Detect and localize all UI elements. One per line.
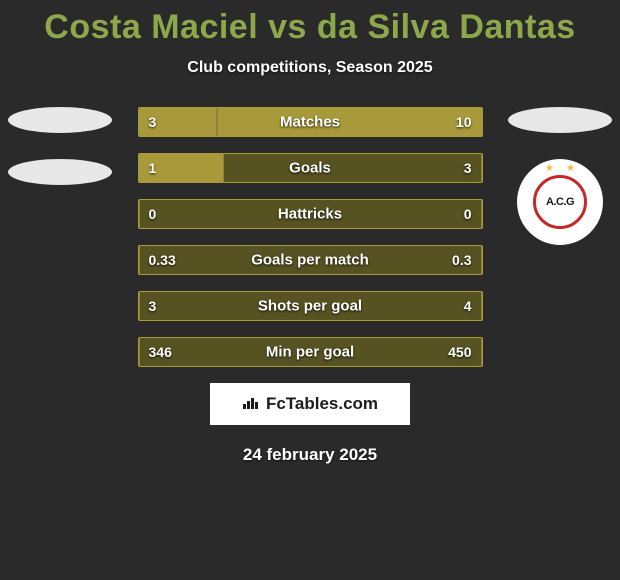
star-icon: ★: [545, 163, 554, 174]
stat-value-right: 0.3: [452, 252, 471, 268]
date-label: 24 february 2025: [0, 445, 620, 465]
chart-icon: [242, 396, 260, 413]
stat-label: Shots per goal: [139, 298, 482, 315]
bar-fill-left: [139, 108, 218, 136]
bar-fill-left: [139, 292, 140, 320]
page-title: Costa Maciel vs da Silva Dantas: [0, 0, 620, 47]
bar-fill-right: [481, 338, 482, 366]
bar-fill-left: [139, 338, 140, 366]
stat-label: Min per goal: [139, 344, 482, 361]
bar-fill-right: [481, 246, 482, 274]
stat-value-right: 3: [464, 160, 472, 176]
bar-fill-right: [481, 200, 482, 228]
stat-value-right: 0: [464, 206, 472, 222]
stat-label: Goals per match: [139, 252, 482, 269]
stat-row-goals-per-match: 0.33 Goals per match 0.3: [138, 245, 483, 275]
stat-row-min-per-goal: 346 Min per goal 450: [138, 337, 483, 367]
subtitle: Club competitions, Season 2025: [0, 59, 620, 77]
stat-value-left: 346: [149, 344, 172, 360]
stat-value-right: 4: [464, 298, 472, 314]
stat-row-matches: 3 Matches 10: [138, 107, 483, 137]
star-icon: ★: [566, 163, 575, 174]
bar-fill-left: [139, 200, 140, 228]
stat-value-left: 0.33: [149, 252, 176, 268]
ellipse-placeholder: [8, 159, 112, 185]
stat-value-right: 450: [448, 344, 471, 360]
stat-row-shots-per-goal: 3 Shots per goal 4: [138, 291, 483, 321]
comparison-content: ★ ★ A.C.G 3 Matches 10 1 Goals 3 0 Hattr…: [0, 107, 620, 465]
bar-fill-left: [139, 246, 140, 274]
stat-label: Hattricks: [139, 206, 482, 223]
bar-fill-right: [481, 154, 482, 182]
attribution-text: FcTables.com: [266, 394, 378, 414]
bar-fill-right: [481, 292, 482, 320]
stat-value-left: 3: [149, 298, 157, 314]
stat-row-goals: 1 Goals 3: [138, 153, 483, 183]
club-initials: A.C.G: [533, 175, 587, 229]
stat-row-hattricks: 0 Hattricks 0: [138, 199, 483, 229]
player-left-badges: [5, 107, 115, 211]
player-right-badges: ★ ★ A.C.G: [505, 107, 615, 245]
stat-bars: 3 Matches 10 1 Goals 3 0 Hattricks 0 0.3…: [138, 107, 483, 367]
stat-value-left: 0: [149, 206, 157, 222]
ellipse-placeholder: [508, 107, 612, 133]
ellipse-placeholder: [8, 107, 112, 133]
club-badge: ★ ★ A.C.G: [517, 159, 603, 245]
bar-fill-right: [217, 108, 481, 136]
bar-fill-left: [139, 154, 225, 182]
attribution-box: FcTables.com: [210, 383, 410, 425]
